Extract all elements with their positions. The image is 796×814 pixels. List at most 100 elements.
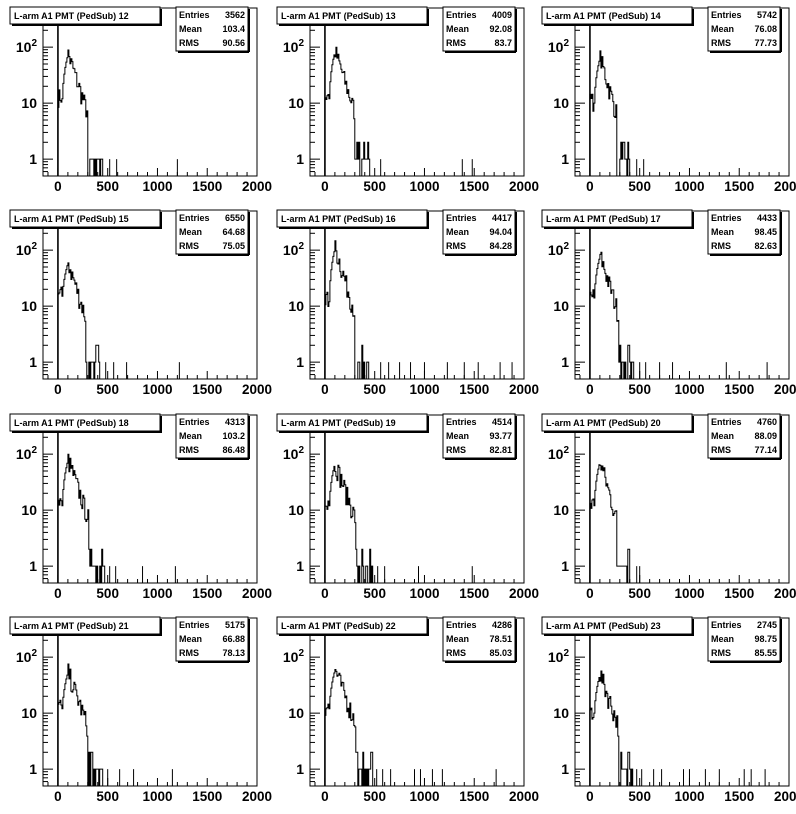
stats-label: Mean [179, 634, 202, 644]
stats-value: 5175 [225, 620, 245, 630]
x-tick-label: 500 [628, 789, 651, 804]
title-box: L-arm A1 PMT (PedSub) 15 [9, 209, 162, 229]
stats-value: 78.51 [489, 634, 512, 644]
y-tick-label: 10 [553, 95, 569, 111]
histogram-panel: 1 10 102 0 500 1000 1500 2000 L-arm A1 PMT (PedS… [276, 616, 539, 804]
y-tick-label: 10 [21, 95, 37, 111]
plot-title: L-arm A1 PMT (PedSub) 21 [14, 621, 129, 631]
histogram-panel: 1 10 102 0 500 1000 1500 2000 L-arm A1 PMT (PedS… [9, 413, 272, 601]
x-tick-label: 2000 [509, 789, 539, 804]
stats-label: Mean [711, 227, 734, 237]
stats-box: Entries 2745 Mean 98.75 RMS 85.55 [707, 616, 782, 663]
x-tick-label: 1500 [192, 179, 222, 194]
x-tick-label: 2000 [774, 586, 796, 601]
stats-label: RMS [179, 241, 199, 251]
x-tick-label: 0 [54, 586, 62, 601]
y-tick-label: 102 [548, 241, 570, 258]
x-tick-label: 500 [96, 179, 119, 194]
histogram-line [322, 240, 370, 380]
x-tick-label: 0 [586, 586, 594, 601]
stats-value: 5742 [757, 10, 777, 20]
stats-value: 77.73 [754, 38, 777, 48]
y-tick-label: 102 [548, 38, 570, 55]
x-tick-label: 0 [586, 179, 594, 194]
stats-value: 77.14 [754, 445, 777, 455]
stats-label: RMS [179, 38, 199, 48]
x-tick-label: 0 [54, 382, 62, 397]
stats-label: Entries [446, 213, 477, 223]
x-tick-label: 0 [586, 382, 594, 397]
stats-box: Entries 4760 Mean 88.09 RMS 77.14 [707, 413, 782, 460]
x-tick-label: 2000 [242, 382, 272, 397]
histogram-panel: 1 10 102 0 500 1000 1500 2000 L-arm A1 PMT (PedS… [276, 6, 539, 194]
histogram-panel: 1 10 102 0 500 1000 1500 2000 L-arm A1 PMT (PedS… [541, 616, 796, 804]
histogram-line [322, 464, 374, 584]
stats-frame [442, 209, 516, 255]
x-tick-label: 500 [363, 179, 386, 194]
x-tick-label: 0 [321, 179, 329, 194]
stats-label: Mean [711, 24, 734, 34]
x-tick-label: 1000 [142, 586, 172, 601]
plot-title: L-arm A1 PMT (PedSub) 15 [14, 214, 129, 224]
title-box: L-arm A1 PMT (PedSub) 21 [9, 616, 162, 636]
x-tick-label: 500 [363, 789, 386, 804]
stats-value: 98.75 [754, 634, 777, 644]
title-box: L-arm A1 PMT (PedSub) 23 [541, 616, 694, 636]
stats-value: 82.63 [754, 241, 777, 251]
x-tick-label: 0 [321, 789, 329, 804]
x-tick-label: 0 [54, 179, 62, 194]
histogram-line [587, 251, 635, 380]
stats-value: 75.05 [222, 241, 245, 251]
y-tick-label: 1 [29, 558, 37, 574]
stats-label: Entries [711, 213, 742, 223]
x-tick-label: 1000 [409, 586, 439, 601]
x-tick-label: 1000 [674, 179, 704, 194]
x-tick-label: 1000 [142, 382, 172, 397]
stats-value: 4313 [225, 417, 245, 427]
x-tick-label: 0 [321, 382, 329, 397]
stats-frame [175, 6, 249, 52]
x-tick-label: 2000 [774, 179, 796, 194]
stats-label: Entries [179, 417, 210, 427]
stats-value: 4514 [492, 417, 512, 427]
x-tick-label: 0 [54, 789, 62, 804]
y-tick-label: 10 [21, 298, 37, 314]
histogram-panel: 1 10 102 0 500 1000 1500 2000 L-arm A1 PMT (PedS… [541, 6, 796, 194]
stats-label: Mean [446, 431, 469, 441]
plot-title: L-arm A1 PMT (PedSub) 16 [281, 214, 396, 224]
plot-title: L-arm A1 PMT (PedSub) 13 [281, 11, 396, 21]
histogram-panel: 1 10 102 0 500 1000 1500 2000 L-arm A1 PMT (PedS… [541, 413, 796, 601]
stats-box: Entries 4286 Mean 78.51 RMS 85.03 [442, 616, 517, 663]
x-tick-label: 1000 [409, 382, 439, 397]
stats-value: 78.13 [222, 648, 245, 658]
x-tick-label: 1500 [459, 179, 489, 194]
y-tick-label: 1 [296, 354, 304, 370]
stats-value: 4433 [757, 213, 777, 223]
stats-value: 4417 [492, 213, 512, 223]
y-tick-label: 10 [21, 502, 37, 518]
y-tick-label: 10 [553, 298, 569, 314]
x-tick-label: 2000 [509, 179, 539, 194]
stats-label: RMS [446, 241, 466, 251]
y-tick-label: 1 [296, 558, 304, 574]
y-tick-label: 10 [553, 705, 569, 721]
stats-value: 93.77 [489, 431, 512, 441]
y-tick-label: 10 [288, 705, 304, 721]
histogram-line [322, 669, 374, 787]
stats-label: Mean [446, 634, 469, 644]
stats-frame [707, 413, 781, 459]
stats-value: 3562 [225, 10, 245, 20]
stats-box: Entries 5742 Mean 76.08 RMS 77.73 [707, 6, 782, 53]
y-tick-label: 102 [283, 38, 305, 55]
histogram-line [55, 49, 104, 177]
x-tick-label: 500 [96, 789, 119, 804]
stats-value: 2745 [757, 620, 777, 630]
stats-value: 83.7 [494, 38, 512, 48]
x-tick-label: 2000 [774, 789, 796, 804]
x-tick-label: 1000 [409, 179, 439, 194]
stats-box: Entries 6550 Mean 64.68 RMS 75.05 [175, 209, 250, 256]
title-box: L-arm A1 PMT (PedSub) 22 [276, 616, 429, 636]
stats-value: 4009 [492, 10, 512, 20]
stats-label: Entries [446, 620, 477, 630]
